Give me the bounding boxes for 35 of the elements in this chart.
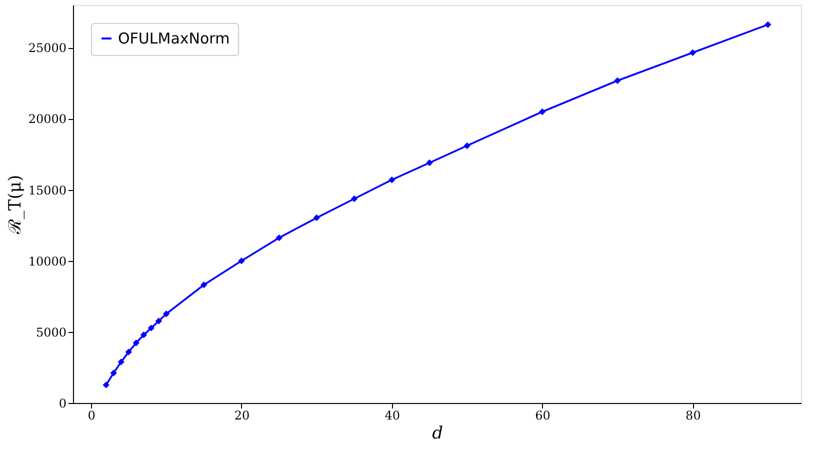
- point: [350, 195, 358, 202]
- point: [313, 214, 320, 222]
- point: [538, 108, 546, 116]
- x-tick-label: 80: [686, 408, 701, 422]
- y-tick-label: 10000: [28, 254, 66, 268]
- point: [162, 310, 170, 318]
- point: [140, 332, 148, 338]
- x-axis-title: d: [432, 424, 444, 444]
- y-tick-label: 25000: [28, 41, 66, 56]
- point: [125, 348, 132, 356]
- point: [276, 234, 282, 242]
- y-tick-label: 15000: [28, 183, 66, 198]
- legend-label: OFULMaxNorm: [118, 30, 230, 48]
- point: [132, 340, 140, 346]
- point: [200, 282, 208, 288]
- y-tick-label: 5000: [36, 325, 66, 340]
- x-tick-label: 0: [88, 408, 96, 422]
- point: [464, 142, 470, 150]
- point: [689, 49, 696, 56]
- point: [764, 21, 772, 28]
- x-tick-label: 60: [535, 408, 550, 422]
- point: [110, 370, 117, 376]
- point: [102, 382, 110, 388]
- point: [388, 176, 396, 184]
- point: [155, 318, 162, 324]
- point: [118, 358, 124, 366]
- point: [148, 324, 155, 332]
- x-tick-label: 20: [234, 408, 250, 422]
- y-axis-title: ℛ_T(μ): [5, 174, 26, 236]
- point: [614, 77, 621, 84]
- point: [238, 258, 245, 264]
- x-tick-label: 40: [384, 408, 400, 422]
- point: [426, 159, 433, 166]
- y-tick-label: 0: [58, 396, 66, 410]
- y-tick-label: 20000: [28, 112, 66, 126]
